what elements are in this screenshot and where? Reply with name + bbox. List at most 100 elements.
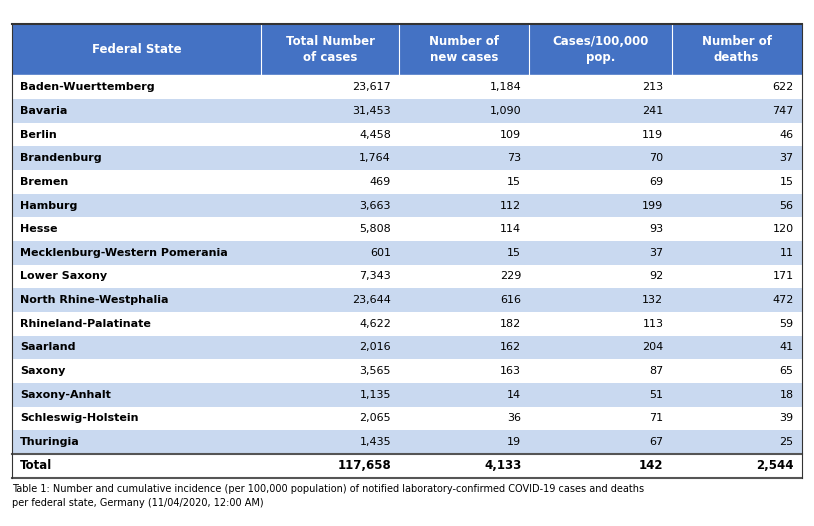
Bar xyxy=(529,194,672,217)
Text: Berlin: Berlin xyxy=(20,129,57,139)
Text: 601: 601 xyxy=(370,248,391,258)
Text: 5,808: 5,808 xyxy=(359,224,391,234)
Bar xyxy=(399,99,529,123)
Bar xyxy=(399,336,529,359)
Bar xyxy=(399,407,529,430)
Text: 204: 204 xyxy=(642,342,663,352)
Bar xyxy=(12,265,261,288)
Text: Bavaria: Bavaria xyxy=(20,106,68,116)
Bar xyxy=(261,146,399,170)
Text: North Rhine-Westphalia: North Rhine-Westphalia xyxy=(20,295,168,305)
Text: 92: 92 xyxy=(649,271,663,281)
Bar xyxy=(672,288,802,312)
Text: 1,435: 1,435 xyxy=(359,437,391,447)
Bar xyxy=(399,241,529,265)
Text: 19: 19 xyxy=(507,437,521,447)
Bar xyxy=(529,336,672,359)
Bar xyxy=(12,454,261,478)
Text: Brandenburg: Brandenburg xyxy=(20,153,102,163)
Text: 162: 162 xyxy=(500,342,521,352)
Bar xyxy=(672,359,802,383)
Text: Rhineland-Palatinate: Rhineland-Palatinate xyxy=(20,319,151,329)
Text: 199: 199 xyxy=(642,200,663,210)
Bar xyxy=(261,194,399,217)
Text: 213: 213 xyxy=(642,82,663,92)
Bar xyxy=(12,170,261,194)
Bar xyxy=(529,383,672,407)
Bar xyxy=(261,123,399,146)
Text: Lower Saxony: Lower Saxony xyxy=(20,271,107,281)
Text: 31,453: 31,453 xyxy=(352,106,391,116)
Text: Mecklenburg-Western Pomerania: Mecklenburg-Western Pomerania xyxy=(20,248,228,258)
Bar xyxy=(399,194,529,217)
Bar xyxy=(399,312,529,336)
Bar xyxy=(672,170,802,194)
Text: 117,658: 117,658 xyxy=(337,459,391,472)
Bar xyxy=(529,99,672,123)
Bar xyxy=(529,75,672,99)
Bar xyxy=(12,241,261,265)
Bar xyxy=(261,170,399,194)
Text: Baden-Wuerttemberg: Baden-Wuerttemberg xyxy=(20,82,155,92)
Text: 87: 87 xyxy=(649,366,663,376)
Text: 132: 132 xyxy=(642,295,663,305)
Text: 1,184: 1,184 xyxy=(489,82,521,92)
Bar xyxy=(12,194,261,217)
Bar xyxy=(672,265,802,288)
Text: 69: 69 xyxy=(650,177,663,187)
Text: 241: 241 xyxy=(642,106,663,116)
Text: 2,016: 2,016 xyxy=(359,342,391,352)
Bar xyxy=(261,312,399,336)
Text: 616: 616 xyxy=(501,295,521,305)
Text: 93: 93 xyxy=(650,224,663,234)
Text: 109: 109 xyxy=(500,129,521,139)
Bar xyxy=(12,75,261,99)
Bar xyxy=(261,288,399,312)
Text: 4,622: 4,622 xyxy=(359,319,391,329)
Bar xyxy=(672,99,802,123)
Bar xyxy=(529,146,672,170)
Text: 622: 622 xyxy=(772,82,794,92)
Text: 469: 469 xyxy=(370,177,391,187)
Bar xyxy=(529,217,672,241)
Bar xyxy=(529,24,672,75)
Bar xyxy=(12,383,261,407)
Bar xyxy=(261,407,399,430)
Bar xyxy=(399,265,529,288)
Bar xyxy=(261,75,399,99)
Text: 142: 142 xyxy=(639,459,663,472)
Text: 229: 229 xyxy=(500,271,521,281)
Text: 23,617: 23,617 xyxy=(352,82,391,92)
Text: 163: 163 xyxy=(501,366,521,376)
Text: 1,135: 1,135 xyxy=(360,390,391,400)
Bar xyxy=(12,407,261,430)
Bar xyxy=(12,359,261,383)
Bar xyxy=(529,170,672,194)
Text: 15: 15 xyxy=(507,248,521,258)
Bar xyxy=(12,430,261,454)
Bar xyxy=(529,241,672,265)
Bar xyxy=(529,288,672,312)
Text: 171: 171 xyxy=(772,271,794,281)
Bar xyxy=(399,75,529,99)
Bar xyxy=(261,359,399,383)
Text: 1,764: 1,764 xyxy=(359,153,391,163)
Text: Number of
deaths: Number of deaths xyxy=(702,35,772,64)
Bar xyxy=(672,24,802,75)
Text: 112: 112 xyxy=(500,200,521,210)
Bar xyxy=(672,312,802,336)
Bar xyxy=(672,146,802,170)
Bar xyxy=(672,241,802,265)
Text: 46: 46 xyxy=(780,129,794,139)
Text: Table 1: Number and cumulative incidence (per 100,000 population) of notified la: Table 1: Number and cumulative incidence… xyxy=(12,484,645,508)
Bar xyxy=(529,454,672,478)
Text: 114: 114 xyxy=(500,224,521,234)
Bar xyxy=(12,288,261,312)
Text: 65: 65 xyxy=(780,366,794,376)
Bar xyxy=(399,288,529,312)
Bar xyxy=(672,430,802,454)
Bar xyxy=(672,217,802,241)
Bar xyxy=(529,312,672,336)
Text: 70: 70 xyxy=(650,153,663,163)
Bar xyxy=(399,383,529,407)
